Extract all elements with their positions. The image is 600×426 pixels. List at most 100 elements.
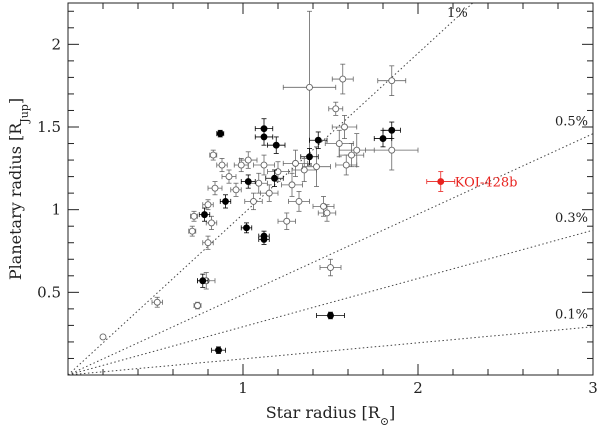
filled-data-point [197, 273, 209, 288]
point-marker [222, 197, 229, 205]
point-marker [244, 178, 252, 186]
reference-line [67, 2, 474, 376]
open-data-point [99, 333, 107, 341]
reference-line [67, 133, 594, 376]
point-marker [216, 130, 224, 138]
open-data-point [335, 154, 358, 176]
filled-data-point [267, 136, 286, 154]
data-points: KOI-428b [99, 10, 517, 354]
point-marker [292, 159, 299, 167]
x-axis-title: Star radius [R⊙] [266, 403, 396, 426]
point-marker [201, 211, 208, 219]
point-marker [255, 179, 263, 187]
open-data-point [328, 101, 344, 116]
point-marker [211, 184, 219, 192]
point-marker [218, 161, 226, 169]
point-marker [250, 197, 257, 205]
open-data-point [230, 182, 242, 197]
y-axis-title-text: Planetary radius [R [6, 122, 25, 280]
filled-data-point [211, 346, 226, 354]
highlight-data-point [426, 171, 456, 192]
point-marker [274, 168, 282, 176]
open-data-point [317, 204, 337, 222]
point-marker [153, 298, 161, 306]
point-marker [283, 217, 291, 225]
y-tick-label: 1.5 [37, 118, 61, 136]
reference-line-label: 0.3% [555, 211, 588, 226]
open-data-point [202, 199, 214, 211]
point-marker [244, 156, 252, 164]
open-data-point [302, 146, 331, 187]
point-marker [243, 224, 250, 232]
point-marker [332, 105, 340, 113]
point-marker [237, 161, 245, 169]
x-tick-label: 1 [238, 379, 248, 397]
open-data-point [338, 143, 365, 168]
plot-frame [67, 2, 594, 376]
open-data-point [193, 301, 202, 310]
open-data-point [151, 296, 163, 308]
filled-data-point [198, 207, 211, 222]
filled-data-point [219, 194, 232, 209]
point-marker [339, 75, 347, 83]
reference-line-label: 1% [447, 6, 468, 21]
point-marker [271, 174, 278, 182]
open-data-point [207, 181, 223, 196]
open-data-point [249, 172, 268, 194]
open-data-point [288, 191, 310, 212]
filled-data-point [265, 169, 284, 187]
filled-data-point [216, 129, 225, 138]
y-tick-label: 2 [51, 35, 61, 53]
filled-data-point [309, 131, 328, 149]
open-data-point [216, 158, 228, 173]
filled-data-point [240, 222, 253, 234]
point-marker [335, 140, 343, 147]
filled-data-point [258, 234, 270, 245]
reference-line [67, 326, 594, 376]
point-marker [188, 227, 196, 235]
point-marker [260, 133, 268, 141]
point-marker [388, 77, 396, 85]
point-marker [204, 201, 212, 209]
x-axis-title-end: ] [389, 403, 395, 422]
y-tick-label: 0.5 [37, 283, 61, 301]
tick-labels: 1 2 3 0.5 1 1.5 2 [37, 35, 598, 397]
point-marker [194, 302, 201, 310]
open-data-point [277, 212, 296, 230]
point-marker [341, 123, 348, 131]
point-marker [306, 153, 313, 161]
open-data-point [205, 215, 218, 230]
point-marker [437, 178, 445, 186]
point-marker [272, 141, 280, 149]
point-marker [342, 161, 350, 169]
reference-lines: 1% 0.5% 0.3% 0.1% [67, 2, 594, 376]
point-marker [288, 181, 296, 189]
y-tick-label: 1 [51, 201, 61, 219]
point-marker [209, 151, 217, 159]
y-axis-title: Planetary radius [RJup] [6, 98, 31, 280]
x-axis-title-text: Star radius [R [266, 403, 381, 422]
point-marker [265, 189, 273, 197]
point-marker [306, 83, 313, 91]
point-marker [348, 151, 355, 159]
point-marker [323, 209, 331, 217]
open-data-point [260, 184, 279, 202]
point-marker [388, 126, 396, 134]
open-data-point [377, 65, 407, 96]
open-data-point [190, 210, 198, 222]
filled-data-point [316, 311, 345, 320]
reference-line [67, 229, 594, 376]
reference-line-label: 0.5% [555, 115, 588, 130]
point-marker [215, 346, 222, 354]
point-marker [99, 333, 107, 341]
point-marker [190, 212, 198, 220]
point-marker [327, 264, 334, 271]
x-axis-title-sub: ⊙ [380, 415, 389, 426]
open-data-point [282, 149, 309, 178]
filled-data-point [300, 148, 319, 166]
point-marker [388, 146, 396, 154]
open-data-point [281, 172, 303, 197]
open-data-point [239, 151, 258, 169]
open-data-point [188, 225, 197, 237]
